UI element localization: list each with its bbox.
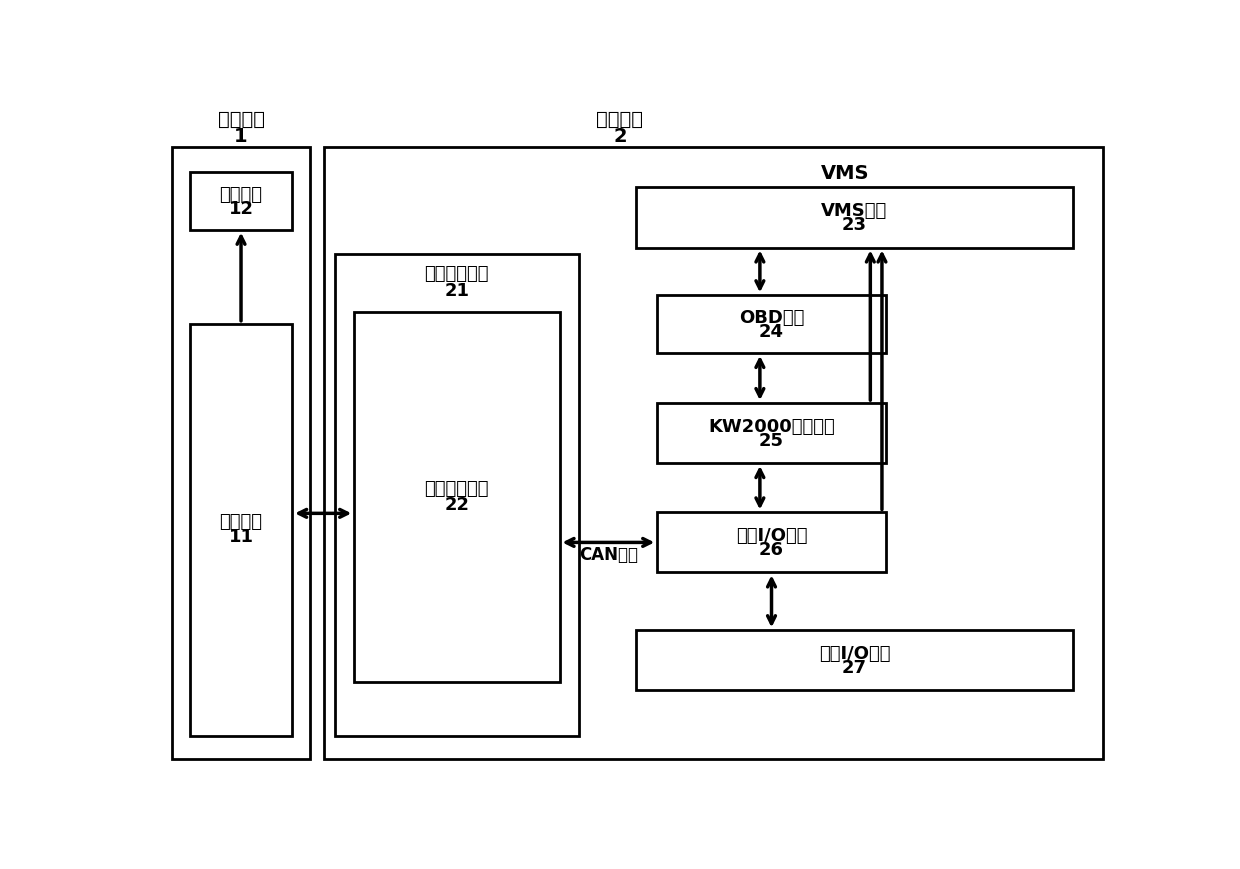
Bar [657, 513, 885, 573]
Text: OBD系统: OBD系统 [739, 309, 805, 327]
Text: 11: 11 [228, 528, 253, 547]
Text: 25: 25 [759, 432, 784, 450]
Text: 车载蓝牙设备: 车载蓝牙设备 [424, 265, 489, 282]
Bar [190, 324, 293, 736]
Bar [657, 295, 885, 353]
Text: 2: 2 [613, 127, 626, 146]
Text: CAN总线: CAN总线 [579, 546, 637, 564]
Text: 车载系统: 车载系统 [596, 110, 644, 129]
Text: 27: 27 [842, 659, 867, 677]
Text: 1: 1 [234, 127, 248, 146]
Bar [324, 147, 1102, 759]
Text: VMS软件: VMS软件 [821, 202, 888, 221]
Bar [190, 172, 293, 229]
Bar [355, 312, 559, 682]
Text: 24: 24 [759, 322, 784, 341]
Text: 22: 22 [444, 495, 470, 514]
Bar [657, 403, 885, 463]
Bar [595, 160, 1095, 691]
Bar [635, 630, 1074, 690]
Bar [635, 188, 1074, 248]
Text: VMS: VMS [821, 164, 869, 183]
Text: 底层I/O接口: 底层I/O接口 [735, 527, 807, 545]
Text: 蓝牙转换装置: 蓝牙转换装置 [424, 481, 489, 498]
Bar [172, 147, 310, 759]
Text: 蓝牙装置: 蓝牙装置 [219, 513, 263, 531]
Text: 诊断软件: 诊断软件 [219, 186, 263, 203]
Text: 21: 21 [444, 282, 470, 301]
Bar [335, 255, 579, 736]
Text: 12: 12 [228, 200, 253, 217]
Text: 26: 26 [759, 541, 784, 559]
Text: 外部I/O接口: 外部I/O接口 [818, 645, 890, 663]
Text: 23: 23 [842, 216, 867, 234]
Text: KW2000协议接口: KW2000协议接口 [708, 418, 835, 436]
Text: 移动终端: 移动终端 [217, 110, 264, 129]
